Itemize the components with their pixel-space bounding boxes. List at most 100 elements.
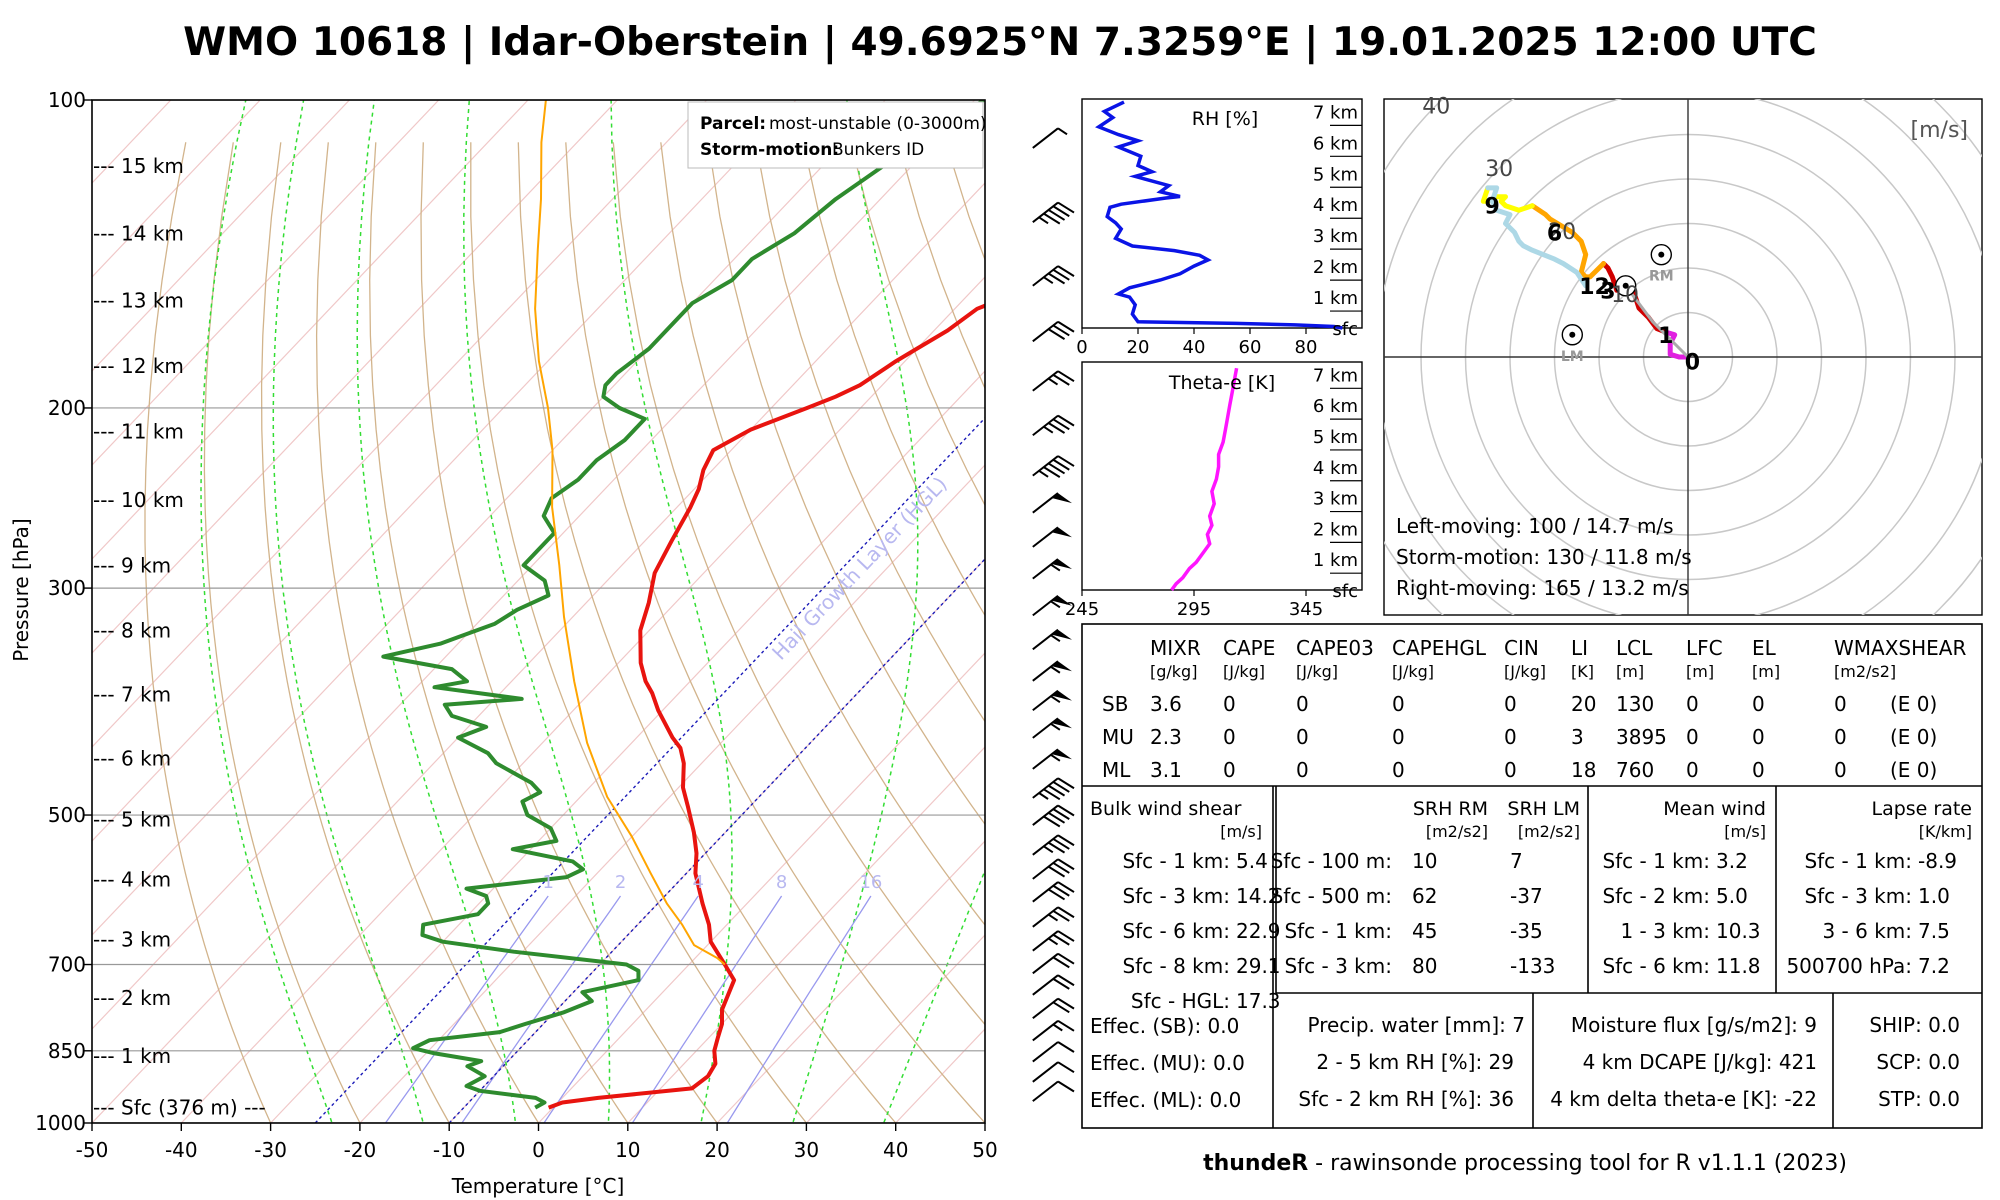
isotherm-line bbox=[92, 100, 975, 1030]
moist-adiabat bbox=[272, 100, 424, 1123]
footer-credit: thundeR - rawinsonde processing tool for… bbox=[1203, 1151, 1847, 1176]
isotherm-line bbox=[92, 182, 985, 1123]
storm-motion-dot bbox=[1658, 251, 1665, 258]
x-tick-label: -50 bbox=[76, 1138, 109, 1162]
height-tick-label: 7 km bbox=[1313, 365, 1358, 386]
srh-label: Sfc - 100 m: bbox=[1271, 849, 1392, 873]
isotherm-line bbox=[92, 100, 261, 278]
parcel-legend: Parcel: most-unstable (0-3000m) Storm-mo… bbox=[687, 101, 987, 169]
index-table: MIXR [g/kg] CAPE [J/kg] CAPE03 [J/kg] CAPEHGL [… bbox=[1102, 636, 1966, 782]
srh-rm-value: 10 bbox=[1412, 849, 1437, 873]
mean-wind-label: 1 - 3 km: bbox=[1620, 919, 1710, 943]
legend-storm-value: Bunkers ID bbox=[832, 140, 924, 160]
dry-adiabat bbox=[660, 142, 985, 927]
hodo-segment bbox=[1663, 329, 1691, 360]
height-tick-label: 5 km bbox=[1313, 427, 1358, 448]
rh-2-5km: 2 - 5 km RH [%]: 29 bbox=[1316, 1050, 1514, 1074]
index-cell: 3.6 bbox=[1150, 692, 1182, 716]
wind-barb bbox=[1032, 906, 1075, 928]
y-tick-label: 200 bbox=[48, 396, 86, 420]
mean-wind-value: 10.3 bbox=[1716, 919, 1761, 943]
srh-lm-unit: [m2/s2] bbox=[1518, 822, 1580, 841]
rh-series-line bbox=[1095, 100, 1343, 330]
wind-barb bbox=[1032, 1041, 1075, 1063]
x-tick-label: 20 bbox=[1127, 337, 1150, 358]
isotherm-line bbox=[92, 100, 529, 560]
index-cell: 3.1 bbox=[1150, 758, 1182, 782]
srh-lm-header: SRH LM bbox=[1507, 798, 1580, 820]
height-label: --- 5 km bbox=[93, 807, 171, 831]
wind-barb bbox=[1032, 834, 1075, 856]
x-tick-label: 40 bbox=[1183, 337, 1206, 358]
wind-barb bbox=[1032, 997, 1075, 1020]
index-col-unit: [m] bbox=[1686, 662, 1714, 681]
index-cell: 0 bbox=[1504, 758, 1517, 782]
y-tick-label: 1000 bbox=[35, 1111, 86, 1135]
lapse-rate-label: 3 - 6 km: bbox=[1822, 919, 1912, 943]
index-cell: 0 bbox=[1504, 692, 1517, 716]
x-tick-label: 295 bbox=[1177, 599, 1211, 620]
isotherm-line bbox=[92, 100, 886, 936]
effective-shear: Effec. (SB): 0.0 bbox=[1090, 1014, 1239, 1038]
height-tick-label: 5 km bbox=[1313, 164, 1358, 185]
wind-barb bbox=[1032, 930, 1075, 952]
y-tick-label: 850 bbox=[48, 1039, 86, 1063]
right-moving-text: Right-moving: 165 / 13.2 m/s bbox=[1396, 576, 1689, 600]
dry-adiabat bbox=[260, 142, 450, 1123]
x-tick-label: 345 bbox=[1289, 599, 1323, 620]
index-col-header: CAPEHGL bbox=[1392, 636, 1487, 660]
ship-value: SHIP: 0.0 bbox=[1869, 1013, 1960, 1037]
index-cell: 2.3 bbox=[1150, 725, 1182, 749]
hgl-boundary bbox=[448, 557, 985, 1123]
dry-adiabat bbox=[369, 142, 629, 1123]
bulk-shear-label: Sfc - 8 km: bbox=[1122, 954, 1230, 978]
index-cell: 0 bbox=[1296, 725, 1309, 749]
wind-barb bbox=[1032, 1080, 1075, 1102]
height-label: --- 15 km bbox=[93, 154, 184, 178]
parcel-profile bbox=[534, 100, 726, 966]
hgl-boundary bbox=[314, 416, 985, 1123]
hodo-ring-label: 40 bbox=[1422, 94, 1450, 119]
hodo-ring-label: 10 bbox=[1611, 283, 1639, 308]
wind-barb bbox=[1032, 594, 1072, 617]
index-cell: 0 bbox=[1834, 692, 1847, 716]
hodo-height-label: 9 bbox=[1485, 195, 1500, 220]
bulk-shear-value: 5.4 bbox=[1236, 849, 1268, 873]
index-col-header: MIXR bbox=[1150, 636, 1201, 660]
x-tick-label: 80 bbox=[1295, 337, 1318, 358]
srh-lm-value: -37 bbox=[1510, 884, 1543, 908]
index-cell: 0 bbox=[1392, 725, 1405, 749]
x-tick-label: 0 bbox=[532, 1138, 545, 1162]
index-cell: (E 0) bbox=[1890, 725, 1937, 749]
x-tick-label: -40 bbox=[165, 1138, 198, 1162]
index-cell: 0 bbox=[1392, 692, 1405, 716]
wind-barb bbox=[1032, 1019, 1075, 1042]
mean-wind-label: Sfc - 1 km: bbox=[1602, 849, 1710, 873]
wind-barb bbox=[1032, 265, 1075, 287]
mean-wind-label: Sfc - 2 km: bbox=[1602, 884, 1710, 908]
wind-barb bbox=[1032, 370, 1075, 392]
srh-rm-unit: [m2/s2] bbox=[1426, 822, 1488, 841]
index-cell: 3 bbox=[1571, 725, 1584, 749]
index-col-unit: [K] bbox=[1571, 662, 1594, 681]
index-cell: MU bbox=[1102, 725, 1134, 749]
dry-adiabat bbox=[517, 142, 897, 1123]
x-tick-label: 245 bbox=[1065, 599, 1099, 620]
thetae-series-line bbox=[1170, 367, 1239, 592]
x-tick-label: 40 bbox=[883, 1138, 908, 1162]
index-cell: 760 bbox=[1616, 758, 1654, 782]
bulk-shear-label: Sfc - 3 km: bbox=[1122, 884, 1230, 908]
x-tick-label: 30 bbox=[794, 1138, 819, 1162]
y-tick-label: 300 bbox=[48, 576, 86, 600]
wind-barb bbox=[1032, 777, 1075, 801]
lapse-rate-value: 7.5 bbox=[1918, 919, 1950, 943]
height-label: --- 9 km bbox=[93, 553, 171, 577]
skewt-x-axis-label: Temperature [°C] bbox=[451, 1174, 625, 1198]
y-tick-label: 700 bbox=[48, 953, 86, 977]
dry-adiabat bbox=[802, 142, 985, 617]
index-cell: 0 bbox=[1296, 758, 1309, 782]
mean-wind-label: Sfc - 6 km: bbox=[1602, 954, 1710, 978]
precip-water: Precip. water [mm]: 7 bbox=[1308, 1013, 1526, 1037]
lapse-rate-label: Sfc - 1 km: bbox=[1804, 849, 1912, 873]
